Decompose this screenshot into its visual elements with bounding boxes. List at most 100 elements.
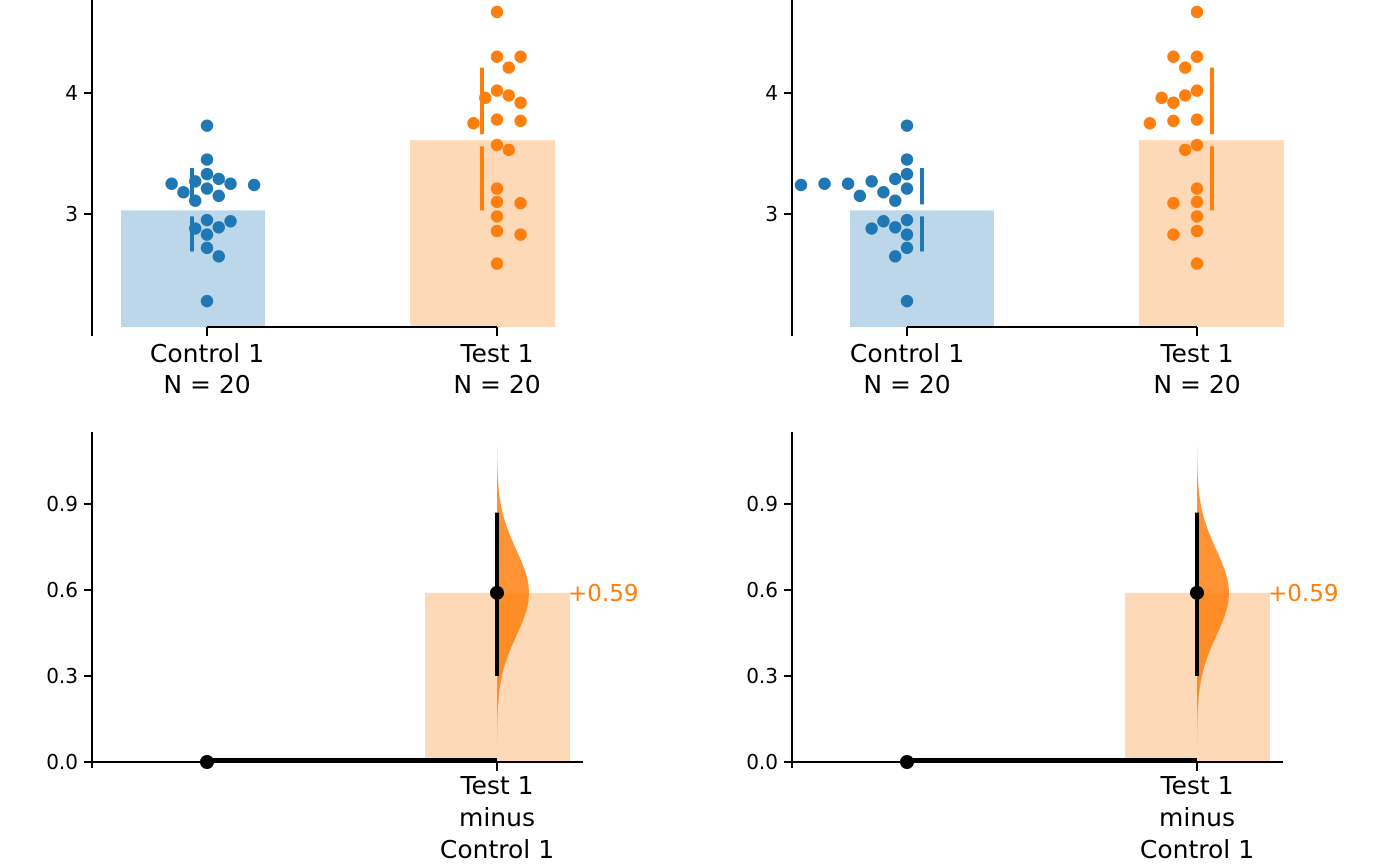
effect-size-label: +0.59 (568, 581, 638, 607)
swarm-point (514, 114, 527, 128)
swarm-point (1190, 210, 1204, 223)
swarm-point (877, 186, 890, 199)
swarm-point (490, 5, 504, 19)
swarm-point (224, 177, 237, 190)
y-tick-label: 4 (65, 81, 78, 105)
bottom-left-delta-panel: +0.59 0.0 0.3 0.6 0.9 Test 1 minus Control 1 (46, 432, 638, 864)
swarm-point (1167, 114, 1180, 128)
swarm-point (212, 172, 225, 186)
swarm-point (212, 221, 225, 234)
x-tick-label: Test 1 (1159, 771, 1233, 800)
swarm-point (841, 177, 855, 190)
swarm-point (865, 222, 878, 235)
swarm-point (200, 153, 214, 166)
swarm-point (1190, 257, 1204, 270)
swarm-point (200, 228, 214, 241)
swarm-point (247, 178, 261, 192)
swarm-point (900, 241, 914, 255)
x-tick-label: N = 20 (1153, 370, 1240, 399)
swarm-point (900, 167, 914, 181)
effect-size-label: +0.59 (1268, 581, 1338, 607)
swarm-point (889, 172, 902, 186)
swarm-point (200, 294, 214, 308)
swarm-point (200, 241, 214, 255)
y-tick-label: 0.9 (746, 492, 778, 516)
y-tick-label: 3 (65, 202, 78, 226)
swarm-point (490, 84, 504, 97)
effect-size-point (1190, 585, 1204, 600)
y-tick-label: 0.6 (746, 578, 778, 602)
swarm-point (794, 178, 808, 192)
swarm-point (514, 228, 527, 241)
swarm-point (490, 210, 504, 223)
swarm-point (900, 213, 914, 227)
swarm-point (1167, 196, 1180, 210)
swarm-point (490, 138, 504, 152)
swarm-point (490, 257, 504, 270)
swarm-point (200, 119, 214, 132)
swarm-point (165, 177, 178, 190)
swarm-point (467, 117, 480, 130)
swarm-point (877, 215, 890, 228)
swarm-point (212, 250, 225, 263)
bootstrap-distribution (497, 446, 529, 748)
y-tick-label: 0.0 (46, 750, 78, 774)
swarm-point (200, 167, 214, 181)
swarm-point (900, 294, 914, 308)
x-tick-label: Control 1 (440, 835, 554, 864)
bottom-right-delta-panel: +0.59 0.0 0.3 0.6 0.9 Test 1 minus Control 1 (746, 432, 1338, 864)
swarm-point (1167, 228, 1180, 241)
y-tick-label: 0.9 (46, 492, 78, 516)
x-tick-label: Test 1 (459, 771, 533, 800)
swarm-point (900, 119, 914, 132)
swarm-point (1190, 195, 1204, 209)
swarm-point (490, 182, 504, 195)
swarm-point (900, 182, 914, 195)
swarm-point (1167, 50, 1180, 63)
swarm-point (177, 186, 190, 199)
swarm-point (1190, 50, 1204, 63)
y-tick-label: 3 (765, 202, 778, 226)
swarm-point (865, 175, 878, 188)
swarm-point (490, 195, 504, 209)
bootstrap-distribution (1197, 446, 1229, 748)
y-tick-label: 0.6 (46, 578, 78, 602)
swarm-point (200, 213, 214, 227)
swarm-point (1143, 117, 1157, 130)
swarm-point (853, 189, 867, 203)
swarm-point (1190, 113, 1204, 126)
x-tick-label: Control 1 (150, 339, 264, 368)
swarm-point (490, 224, 504, 238)
x-tick-label: Control 1 (850, 339, 964, 368)
swarm-point (1179, 89, 1192, 102)
swarm-point (502, 61, 515, 74)
x-tick-label: minus (1159, 803, 1235, 832)
swarm-point (900, 153, 914, 166)
swarm-point (818, 177, 831, 190)
swarm-point (514, 196, 527, 210)
swarm-point (514, 96, 527, 109)
y-tick-label: 0.3 (46, 664, 78, 688)
swarm-point (200, 182, 214, 195)
swarm-point (889, 250, 902, 263)
swarm-point (1179, 61, 1192, 74)
swarm-point (889, 221, 902, 234)
y-tick-label: 4 (765, 81, 778, 105)
swarm-point (1190, 84, 1204, 97)
y-tick-label: 0.3 (746, 664, 778, 688)
swarm-point (514, 50, 527, 63)
x-tick-label: Test 1 (1159, 339, 1233, 368)
swarm-point (900, 228, 914, 241)
swarm-point (1179, 143, 1192, 157)
swarm-point (502, 89, 515, 102)
x-tick-label: N = 20 (863, 370, 950, 399)
swarm-point (490, 113, 504, 126)
x-tick-label: N = 20 (163, 370, 250, 399)
x-tick-label: N = 20 (453, 370, 540, 399)
swarm-point (1190, 224, 1204, 238)
swarm-point (224, 215, 237, 228)
swarm-point (490, 50, 504, 63)
